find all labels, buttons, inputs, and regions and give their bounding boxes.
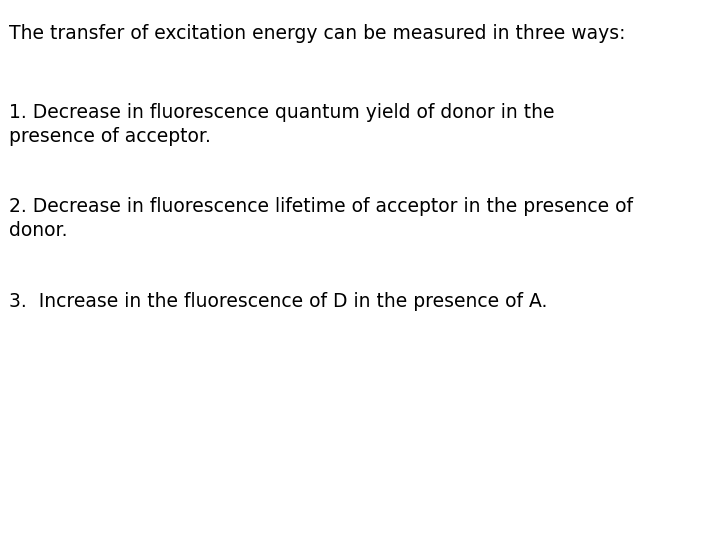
Text: The transfer of excitation energy can be measured in three ways:: The transfer of excitation energy can be…: [9, 24, 626, 43]
Text: 1. Decrease in fluorescence quantum yield of donor in the
presence of acceptor.: 1. Decrease in fluorescence quantum yiel…: [9, 103, 555, 146]
Text: 2. Decrease in fluorescence lifetime of acceptor in the presence of
donor.: 2. Decrease in fluorescence lifetime of …: [9, 197, 634, 240]
Text: 3.  Increase in the fluorescence of D in the presence of A.: 3. Increase in the fluorescence of D in …: [9, 292, 548, 310]
